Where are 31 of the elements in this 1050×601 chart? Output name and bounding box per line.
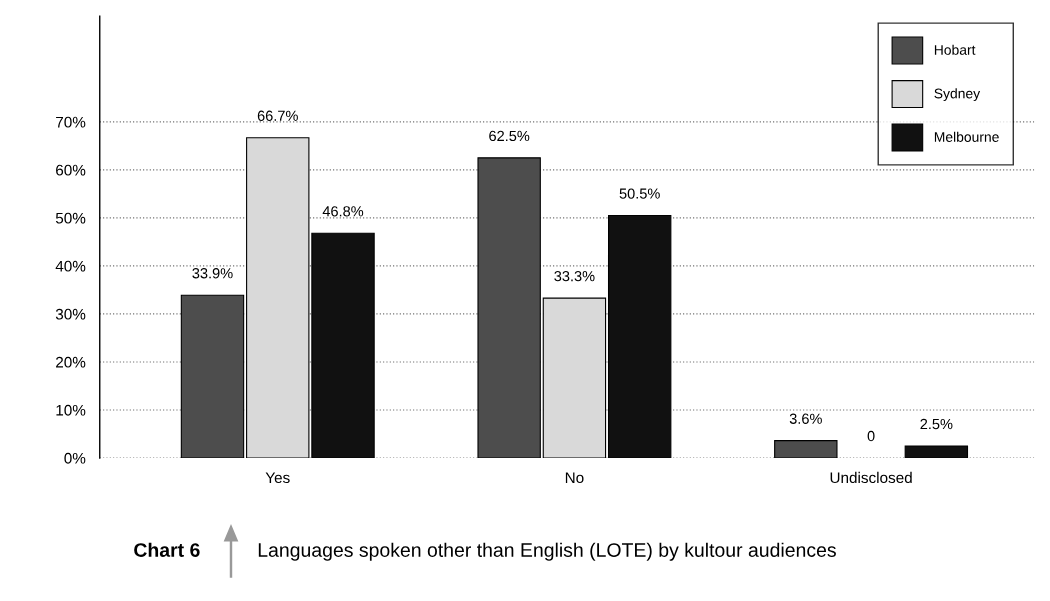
data-label: 3.6%	[789, 413, 822, 424]
bar	[477, 157, 541, 458]
data-label: 46.8%	[322, 206, 364, 217]
data-label: 33.3%	[554, 270, 595, 282]
data-label: 33.9%	[192, 268, 233, 279]
y-tick-label: 30%	[55, 308, 86, 320]
x-tick-label: Yes	[265, 472, 290, 484]
x-tick-label: Undisclosed	[830, 471, 912, 484]
y-tick-label: 50%	[55, 212, 86, 224]
legend-label: Melbourne	[934, 131, 999, 142]
data-label: 50.5%	[619, 188, 660, 199]
y-tick-label: 20%	[56, 356, 86, 368]
y-tick-label: 40%	[55, 260, 86, 272]
data-label: 0	[867, 430, 875, 442]
y-tick-label: 70%	[56, 116, 86, 128]
data-label: 2.5%	[920, 418, 953, 430]
bar	[607, 214, 672, 458]
data-label: 66.7%	[257, 110, 298, 121]
bar	[180, 294, 245, 458]
legend-label: Sydney	[934, 88, 981, 102]
text: Languages spoken other than English (LOTE) by kultour audiences	[258, 542, 836, 561]
y-tick-label: 60%	[56, 164, 86, 176]
x-tick-label: No	[565, 472, 584, 484]
bar	[774, 440, 838, 458]
text: Chart 6	[134, 542, 200, 557]
y-tick-label: 0%	[64, 452, 86, 464]
y-tick-label: 10%	[56, 404, 86, 416]
bar	[904, 445, 969, 458]
legend-label: Hobart	[934, 44, 976, 55]
data-label: 62.5%	[489, 130, 530, 142]
bar	[542, 297, 607, 458]
